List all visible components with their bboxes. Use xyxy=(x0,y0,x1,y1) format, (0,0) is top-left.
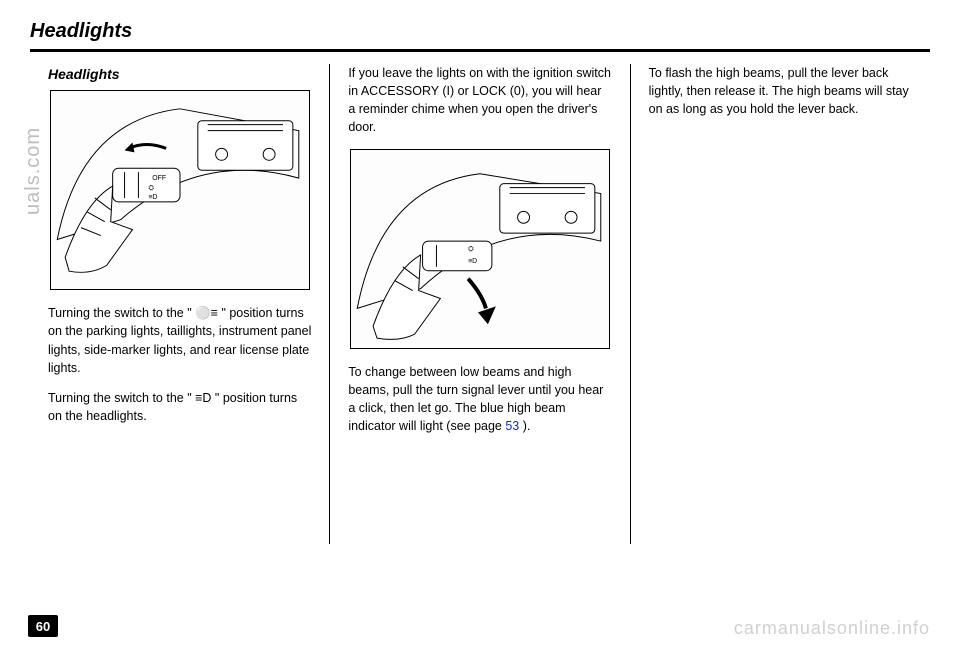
col1-p1: Turning the switch to the " ⚪≡ " positio… xyxy=(48,304,311,377)
svg-text:≡D: ≡D xyxy=(148,194,157,201)
svg-text:⛭: ⛭ xyxy=(148,185,154,192)
col-1: Headlights OFF ⛭ ≡D xyxy=(30,64,329,544)
col1-p2-a: Turning the switch to the xyxy=(48,391,184,405)
header-rule xyxy=(30,49,930,52)
col2-p1: If you leave the lights on with the igni… xyxy=(348,64,611,137)
page-number-badge: 60 xyxy=(28,615,58,637)
page: Headlights Headlights OFF xyxy=(0,0,960,649)
page-header: Headlights xyxy=(30,20,930,43)
figure-stalk-rotate: OFF ⛭ ≡D xyxy=(50,90,310,290)
page-link-53[interactable]: 53 xyxy=(505,419,519,433)
col-2: If you leave the lights on with the igni… xyxy=(329,64,629,544)
parking-lights-icon: " ⚪≡ " xyxy=(187,306,229,320)
col2-p2: To change between low beams and high bea… xyxy=(348,363,611,436)
page-title: Headlights xyxy=(30,20,930,43)
page-number: 60 xyxy=(36,619,50,634)
col2-p2-b: ). xyxy=(523,419,531,433)
watermark-right: carmanualsonline.info xyxy=(734,618,930,639)
svg-text:≡D: ≡D xyxy=(468,257,477,264)
col3-p1: To flash the high beams, pull the lever … xyxy=(649,64,912,118)
headlight-stalk-rotate-illustration: OFF ⛭ ≡D xyxy=(51,91,309,289)
figure-stalk-pull: ⛭ ≡D xyxy=(350,149,610,349)
col1-p2: Turning the switch to the " ≡D " positio… xyxy=(48,389,311,425)
svg-text:⛭: ⛭ xyxy=(468,245,474,252)
svg-text:OFF: OFF xyxy=(152,175,166,182)
headlight-stalk-pull-illustration: ⛭ ≡D xyxy=(351,150,609,348)
low-beam-icon: " ≡D " xyxy=(187,391,223,405)
col1-p1-a: Turning the switch to the xyxy=(48,306,184,320)
col2-p2-a: To change between low beams and high bea… xyxy=(348,365,603,433)
col1-subhead: Headlights xyxy=(48,64,311,84)
col-3: To flash the high beams, pull the lever … xyxy=(630,64,930,544)
columns: Headlights OFF ⛭ ≡D xyxy=(30,64,930,544)
